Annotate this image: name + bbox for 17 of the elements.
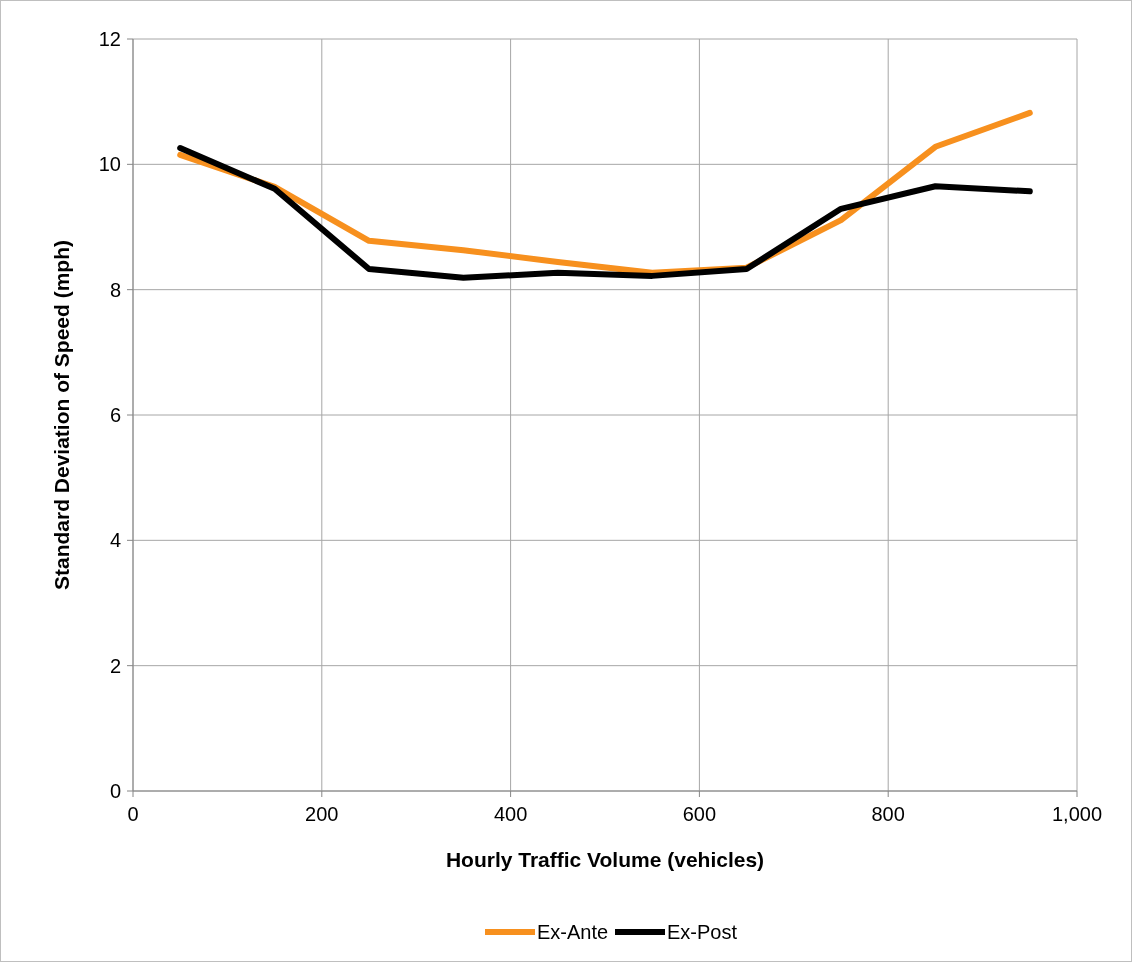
x-tick-label: 0 [127, 803, 139, 825]
legend-label: Ex-Post [667, 921, 738, 943]
y-tick-label: 8 [109, 278, 121, 301]
x-tick-label: 800 [871, 803, 905, 825]
y-tick-label: 0 [109, 780, 121, 802]
x-tick-label: 1,000 [1051, 803, 1103, 825]
y-tick-label: 12 [98, 28, 121, 50]
x-tick-label: 600 [682, 803, 717, 825]
x-axis-title: Hourly Traffic Volume (vehicles) [445, 848, 765, 871]
legend-label: Ex-Ante [537, 921, 609, 943]
x-tick-label: 200 [305, 803, 339, 825]
x-tick-label: 400 [493, 803, 528, 825]
y-axis-title: Standard Deviation of Speed (mph) [50, 239, 73, 591]
y-tick-label: 10 [98, 153, 121, 176]
y-tick-label: 6 [109, 404, 121, 426]
y-tick-label: 2 [109, 654, 121, 677]
y-tick-label: 4 [109, 529, 121, 552]
